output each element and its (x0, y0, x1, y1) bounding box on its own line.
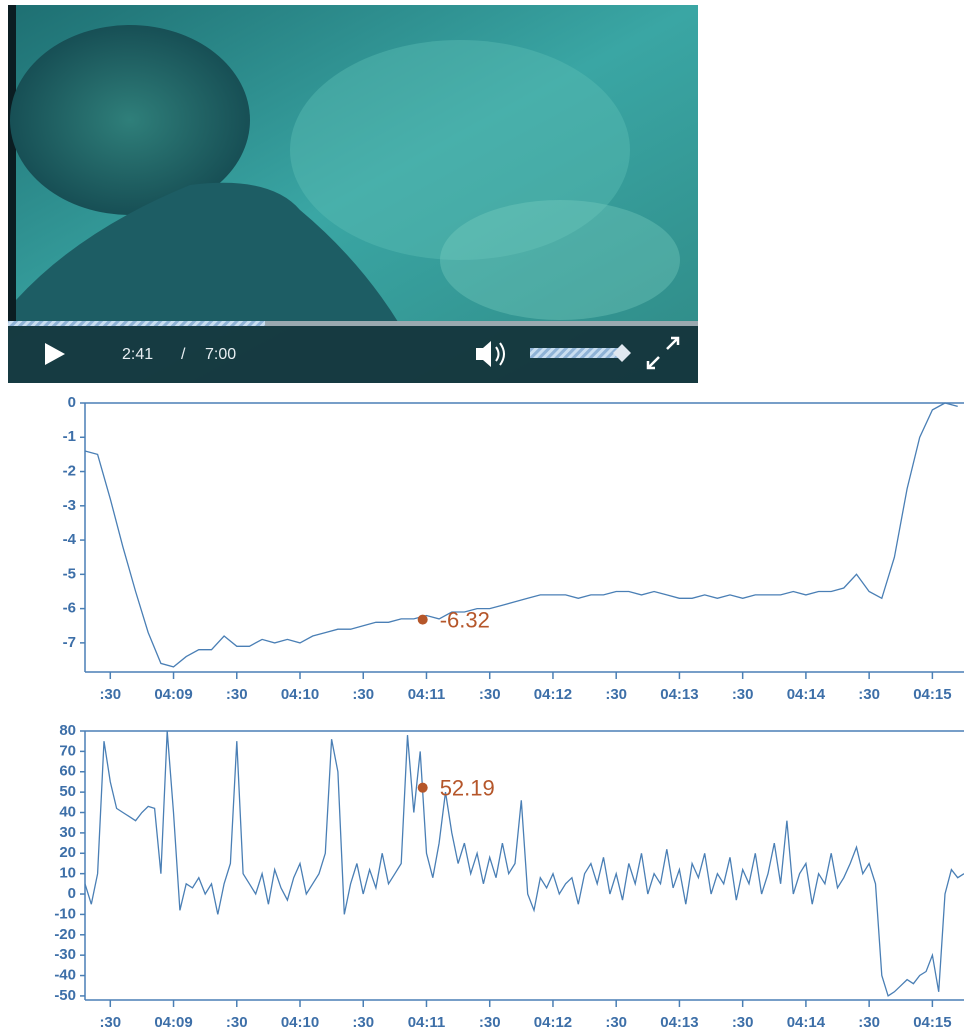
x-tick-label: 04:14 (787, 1014, 826, 1031)
y-tick-label: -30 (54, 946, 76, 963)
y-tick-label: -50 (54, 987, 76, 1004)
y-tick-label: -5 (63, 565, 76, 582)
x-tick-label: 04:10 (281, 686, 319, 703)
reef (440, 200, 680, 320)
data-line (85, 731, 964, 996)
x-tick-label: :30 (479, 686, 501, 703)
y-tick-label: -7 (63, 634, 76, 651)
highlight-point (418, 783, 428, 793)
highlight-label: -6.32 (440, 607, 490, 632)
x-tick-label: 04:13 (660, 686, 698, 703)
y-tick-label: 10 (59, 865, 76, 882)
x-tick-label: :30 (226, 1014, 248, 1031)
x-tick-label: :30 (605, 1014, 627, 1031)
y-tick-label: -40 (54, 967, 76, 984)
video-player: 2:41 / 7:00 (8, 5, 698, 383)
data-line (85, 403, 958, 667)
y-tick-label: 30 (59, 824, 76, 841)
x-tick-label: :30 (99, 686, 121, 703)
y-tick-label: -6 (63, 600, 76, 617)
x-tick-label: 04:09 (154, 686, 192, 703)
x-tick-label: :30 (732, 686, 754, 703)
time-separator: / (181, 346, 186, 363)
video-edge (8, 5, 16, 325)
x-tick-label: 04:12 (534, 686, 572, 703)
x-tick-label: :30 (858, 686, 880, 703)
progress-played (8, 321, 265, 326)
x-tick-label: :30 (226, 686, 248, 703)
chart: 0 -1 -2 -3 -4 -5 -6 -7 :30 04:09 :30 04:10 :30 04:11:… (63, 394, 964, 703)
duration: 7:00 (205, 346, 236, 363)
y-tick-label: 40 (59, 803, 76, 820)
y-tick-label: 50 (59, 783, 76, 800)
y-tick-label: -3 (63, 497, 76, 514)
x-tick-label: 04:12 (534, 1014, 572, 1031)
y-tick-label: -20 (54, 926, 76, 943)
x-tick-label: 04:15 (913, 1014, 951, 1031)
y-tick-label: 70 (59, 742, 76, 759)
x-tick-label: 04:14 (787, 686, 826, 703)
screen: 2:41 / 7:00 0-1-2-3-4-5-6-7:3004:09:3004… (0, 0, 964, 1036)
x-tick-label: :30 (858, 1014, 880, 1031)
x-tick-label: :30 (479, 1014, 501, 1031)
x-tick-label: :30 (732, 1014, 754, 1031)
highlight-point (418, 615, 428, 625)
volume-slider[interactable] (530, 348, 622, 358)
x-tick-label: 04:11 (408, 686, 446, 703)
y-tick-label: -2 (63, 463, 76, 480)
y-tick-label: 80 (59, 722, 76, 739)
y-tick-label: -10 (54, 905, 76, 922)
x-tick-label: :30 (605, 686, 627, 703)
x-tick-label: 04:11 (408, 1014, 446, 1031)
y-tick-label: -1 (63, 428, 76, 445)
page: 2:41 / 7:00 0-1-2-3-4-5-6-7:3004:09:3004… (0, 0, 964, 1036)
y-tick-label: 60 (59, 763, 76, 780)
x-tick-label: :30 (352, 1014, 374, 1031)
x-tick-label: 04:15 (913, 686, 951, 703)
chart: 80 70 60 50 40 30 20 10 0 -10 -20 -30 -40 -50 :30 04:09… (54, 722, 964, 1031)
x-tick-label: 04:13 (660, 1014, 698, 1031)
current-time: 2:41 (122, 346, 153, 363)
y-tick-label: 0 (68, 394, 76, 411)
x-tick-label: 04:10 (281, 1014, 319, 1031)
x-tick-label: :30 (352, 686, 374, 703)
x-tick-label: :30 (99, 1014, 121, 1031)
y-tick-label: -4 (63, 531, 77, 548)
y-tick-label: 0 (68, 885, 76, 902)
x-tick-label: 04:09 (154, 1014, 192, 1031)
y-tick-label: 20 (59, 844, 76, 861)
highlight-label: 52.19 (440, 775, 495, 800)
